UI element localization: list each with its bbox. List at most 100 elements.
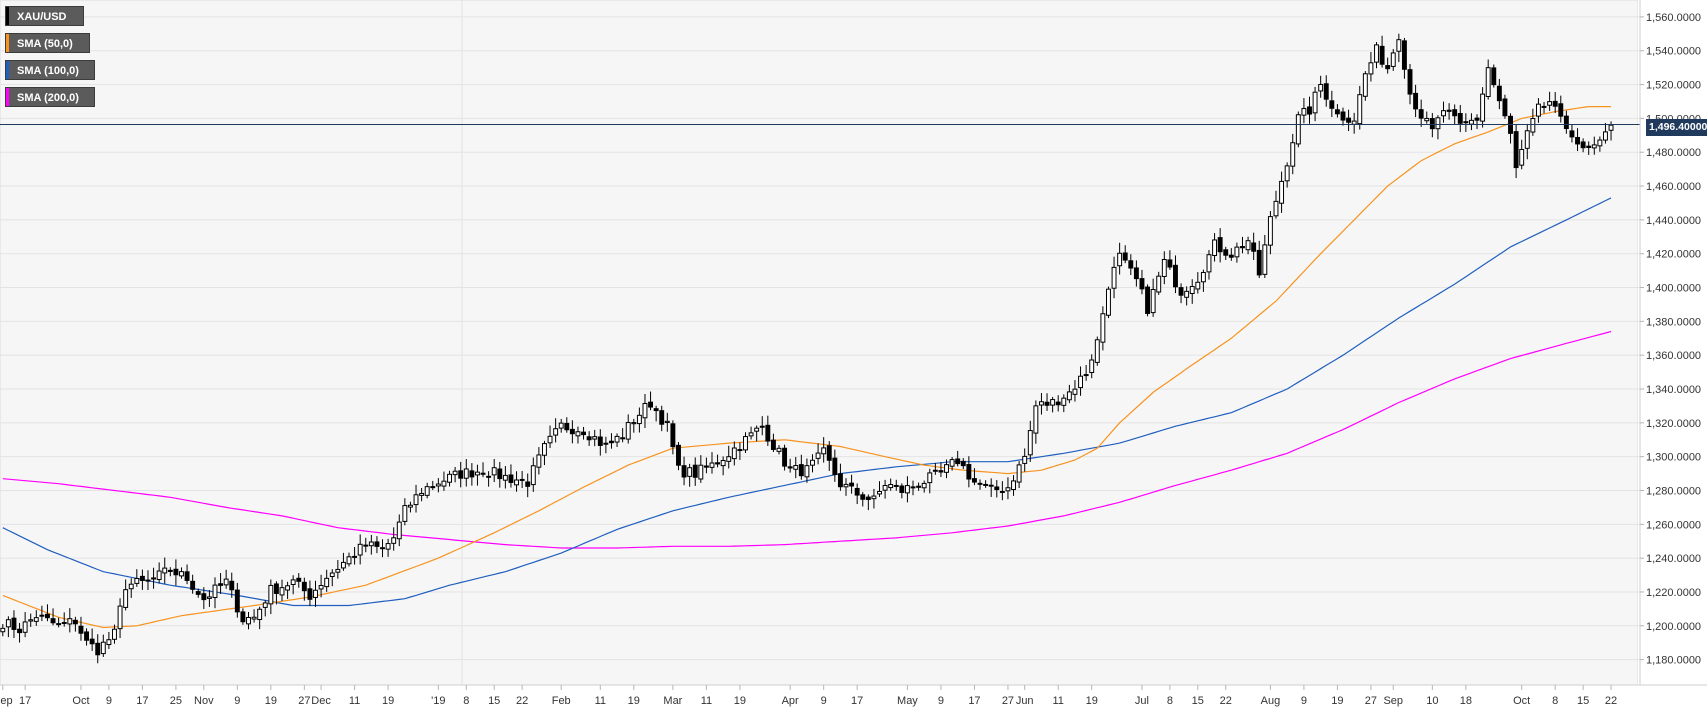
candle <box>1139 269 1145 295</box>
x-tick-label: 15 <box>488 695 500 707</box>
candle <box>1279 171 1285 213</box>
candle-body-up <box>268 584 274 605</box>
candle <box>1301 98 1307 124</box>
candle <box>1290 133 1296 175</box>
candle-body-up <box>391 537 397 544</box>
y-tick-label: 1,260.0000 <box>1646 519 1701 531</box>
candle <box>1558 95 1564 123</box>
candle-body-down <box>899 485 905 493</box>
candle <box>1474 114 1480 129</box>
candle <box>1496 78 1502 110</box>
y-tick-label: 1,540.0000 <box>1646 46 1701 58</box>
candle <box>754 425 760 442</box>
candle-body-up <box>1011 480 1016 491</box>
candle-body-up <box>1117 252 1123 267</box>
candle-body-up <box>1200 271 1206 283</box>
legend-item-sma-200[interactable]: SMA (200,0) <box>5 87 95 107</box>
x-tick-label: 18 <box>1460 695 1472 707</box>
candle <box>56 617 62 628</box>
candle <box>1228 248 1234 261</box>
candle <box>1418 99 1424 127</box>
candle-body-up <box>67 618 73 625</box>
candle <box>553 418 559 443</box>
candle-body-down <box>72 619 78 625</box>
candle-body-down <box>1228 254 1234 258</box>
candle <box>33 610 39 626</box>
candle <box>1357 85 1363 130</box>
candle-body-up <box>28 619 34 622</box>
candle-body-up <box>553 428 559 436</box>
candle-body-up <box>151 577 157 580</box>
candle <box>385 538 391 557</box>
candle <box>1603 122 1608 144</box>
candle <box>218 573 224 594</box>
candle-body-up <box>1027 430 1033 456</box>
candle-body-up <box>402 505 408 522</box>
x-tick-label: 8 <box>463 695 469 707</box>
candle <box>1038 392 1044 415</box>
candle <box>39 605 45 622</box>
candle-body-down <box>95 642 101 656</box>
candle-body-up <box>257 608 263 621</box>
candle <box>921 480 927 493</box>
candle <box>1089 354 1095 379</box>
legend-item-sma-50[interactable]: SMA (50,0) <box>5 33 90 53</box>
candle-body-down <box>681 465 687 478</box>
candle <box>558 418 564 433</box>
candle-body-up <box>1485 67 1491 97</box>
candle-body-up <box>474 471 480 476</box>
candle-body-up <box>625 422 631 440</box>
candle-body-down <box>11 617 17 630</box>
candle-body-down <box>45 613 50 619</box>
candle <box>162 557 168 584</box>
candle <box>402 498 408 526</box>
candle <box>530 457 536 492</box>
candle-body-down <box>1128 260 1134 269</box>
candle-body-down <box>167 569 173 573</box>
candle-body-down <box>1580 141 1586 149</box>
candle <box>849 474 855 494</box>
candle-body-up <box>212 584 218 599</box>
candle-body-down <box>374 541 380 547</box>
candle <box>1524 123 1530 160</box>
candle <box>759 416 765 436</box>
candle <box>1379 35 1385 68</box>
y-tick-label: 1,180.0000 <box>1646 655 1701 667</box>
candle <box>486 471 492 487</box>
x-tick-label: Jul <box>1135 695 1149 707</box>
candle <box>525 473 531 498</box>
candle-body-down <box>581 431 587 436</box>
y-tick-label: 1,320.0000 <box>1646 418 1701 430</box>
candle <box>1329 90 1335 117</box>
candle <box>307 580 313 607</box>
candle-body-up <box>1022 455 1028 464</box>
candle <box>1200 269 1206 292</box>
candle-body-down <box>1558 103 1564 117</box>
y-tick-label: 1,440.0000 <box>1646 215 1701 227</box>
x-tick-label: 9 <box>234 695 240 707</box>
candle-body-up <box>463 468 469 479</box>
candle-body-down <box>1240 246 1245 249</box>
candle <box>1463 113 1469 132</box>
legend-item-sma-100[interactable]: SMA (100,0) <box>5 60 95 80</box>
candle-body-down <box>1251 242 1257 252</box>
candle <box>1547 91 1553 111</box>
candle-body-down <box>860 494 866 500</box>
candle <box>1094 336 1100 366</box>
candle <box>89 628 95 651</box>
candle <box>765 415 771 446</box>
candle-body-up <box>904 485 910 494</box>
x-tick-label: 8 <box>1552 695 1558 707</box>
x-tick-label: 11 <box>595 695 606 707</box>
candle-body-up <box>1351 120 1357 125</box>
candle-body-up <box>988 484 994 487</box>
candle <box>1100 306 1106 351</box>
x-tick-label: 10 <box>1426 695 1438 707</box>
x-axis: Sep17Oct91725Nov91927Dec1119'1981522Feb1… <box>0 684 1707 707</box>
candle-body-up <box>318 585 324 590</box>
candle-body-up <box>1603 131 1608 141</box>
legend-item-xauusd[interactable]: XAU/USD <box>5 6 84 26</box>
candle-body-down <box>1463 121 1469 124</box>
candle-body-up <box>1390 52 1396 67</box>
candle <box>246 611 251 630</box>
